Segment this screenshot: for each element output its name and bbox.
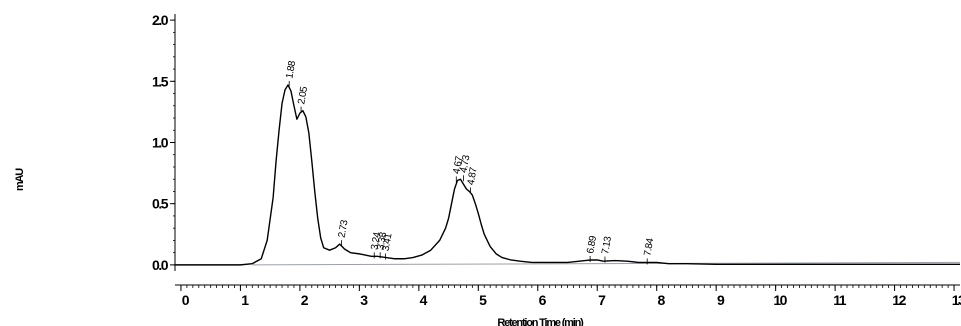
peak-label: 4.87 [466, 166, 480, 186]
peak-label: 3.38 [375, 231, 389, 251]
x-axis-title: Retention Time (min) [497, 317, 584, 326]
y-tick-label: 1.0 [152, 135, 169, 151]
y-axis-title: mAU [14, 168, 26, 191]
peak-label: 4.67 [451, 155, 465, 175]
x-tick-label: 7 [598, 292, 606, 308]
peak-label: 7.13 [600, 235, 614, 255]
peak-label: 3.24 [369, 231, 383, 251]
x-tick-label: 13 [952, 292, 961, 308]
x-tick-label: 11 [833, 292, 847, 308]
peak-label: 4.73 [459, 154, 473, 174]
x-tick-label: 2 [301, 292, 309, 308]
x-tick-label: 6 [539, 292, 547, 308]
y-tick-label: 1.5 [152, 73, 169, 89]
x-tick-label: 3 [360, 292, 368, 308]
axes: 0.00.51.01.52.0012345678910111213 [152, 12, 961, 308]
series-line [175, 84, 960, 266]
baseline [252, 261, 961, 266]
peak-label: 2.05 [296, 85, 310, 105]
x-tick-label: 0 [182, 292, 190, 308]
x-tick-label: 10 [773, 292, 787, 308]
x-tick-label: 12 [892, 292, 906, 308]
x-tick-label: 8 [658, 292, 666, 308]
x-tick-label: 9 [717, 292, 725, 308]
peak-label: 2.73 [337, 219, 351, 239]
peak-label: 1.88 [284, 59, 298, 79]
x-tick-label: 5 [479, 292, 487, 308]
x-tick-label: 1 [241, 292, 249, 308]
plot-area [175, 84, 961, 266]
x-tick-label: 4 [420, 292, 428, 308]
peak-label: 3.41 [381, 232, 395, 252]
peak-label: 7.84 [642, 237, 656, 257]
y-tick-label: 2.0 [152, 12, 169, 28]
peak-label: 6.89 [585, 234, 599, 254]
peak-labels: 1.88 2.05 2.73 3.243.383.41 4.674.734.87 6.89… [284, 59, 656, 265]
y-tick-label: 0.5 [152, 196, 169, 212]
y-tick-label: 0.0 [152, 257, 169, 273]
